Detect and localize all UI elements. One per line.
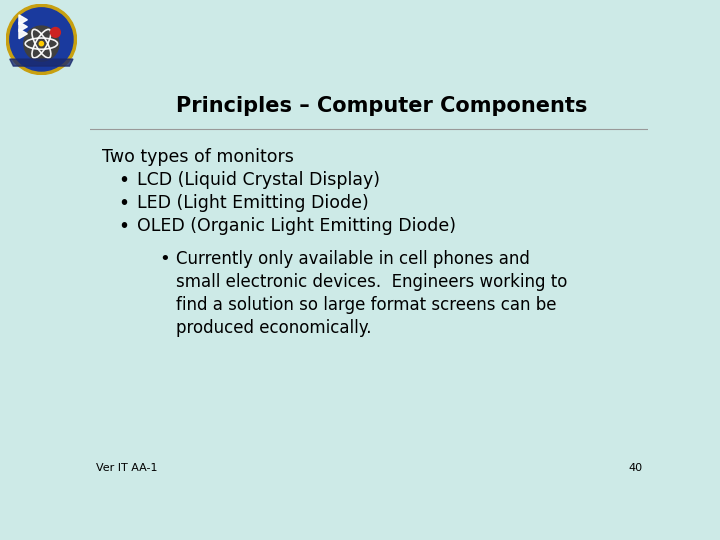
Polygon shape <box>19 22 27 32</box>
Text: OLED (Organic Light Emitting Diode): OLED (Organic Light Emitting Diode) <box>138 217 456 234</box>
Text: •: • <box>160 250 171 268</box>
Text: •: • <box>118 171 129 190</box>
Polygon shape <box>19 15 27 25</box>
Text: 40: 40 <box>629 463 642 473</box>
Circle shape <box>40 42 43 46</box>
Text: •: • <box>118 217 129 235</box>
Ellipse shape <box>6 4 76 75</box>
Text: LCD (Liquid Crystal Display): LCD (Liquid Crystal Display) <box>138 171 380 189</box>
Text: Two types of monitors: Two types of monitors <box>102 148 294 166</box>
Text: LED (Light Emitting Diode): LED (Light Emitting Diode) <box>138 194 369 212</box>
Text: Ver IT AA-1: Ver IT AA-1 <box>96 463 157 473</box>
Text: •: • <box>118 194 129 213</box>
Circle shape <box>50 28 60 37</box>
Polygon shape <box>10 59 73 66</box>
Text: Principles – Computer Components: Principles – Computer Components <box>176 96 588 117</box>
Text: Currently only available in cell phones and
small electronic devices.  Engineers: Currently only available in cell phones … <box>176 250 568 336</box>
Polygon shape <box>19 29 27 39</box>
Ellipse shape <box>24 26 59 61</box>
Ellipse shape <box>10 8 73 71</box>
